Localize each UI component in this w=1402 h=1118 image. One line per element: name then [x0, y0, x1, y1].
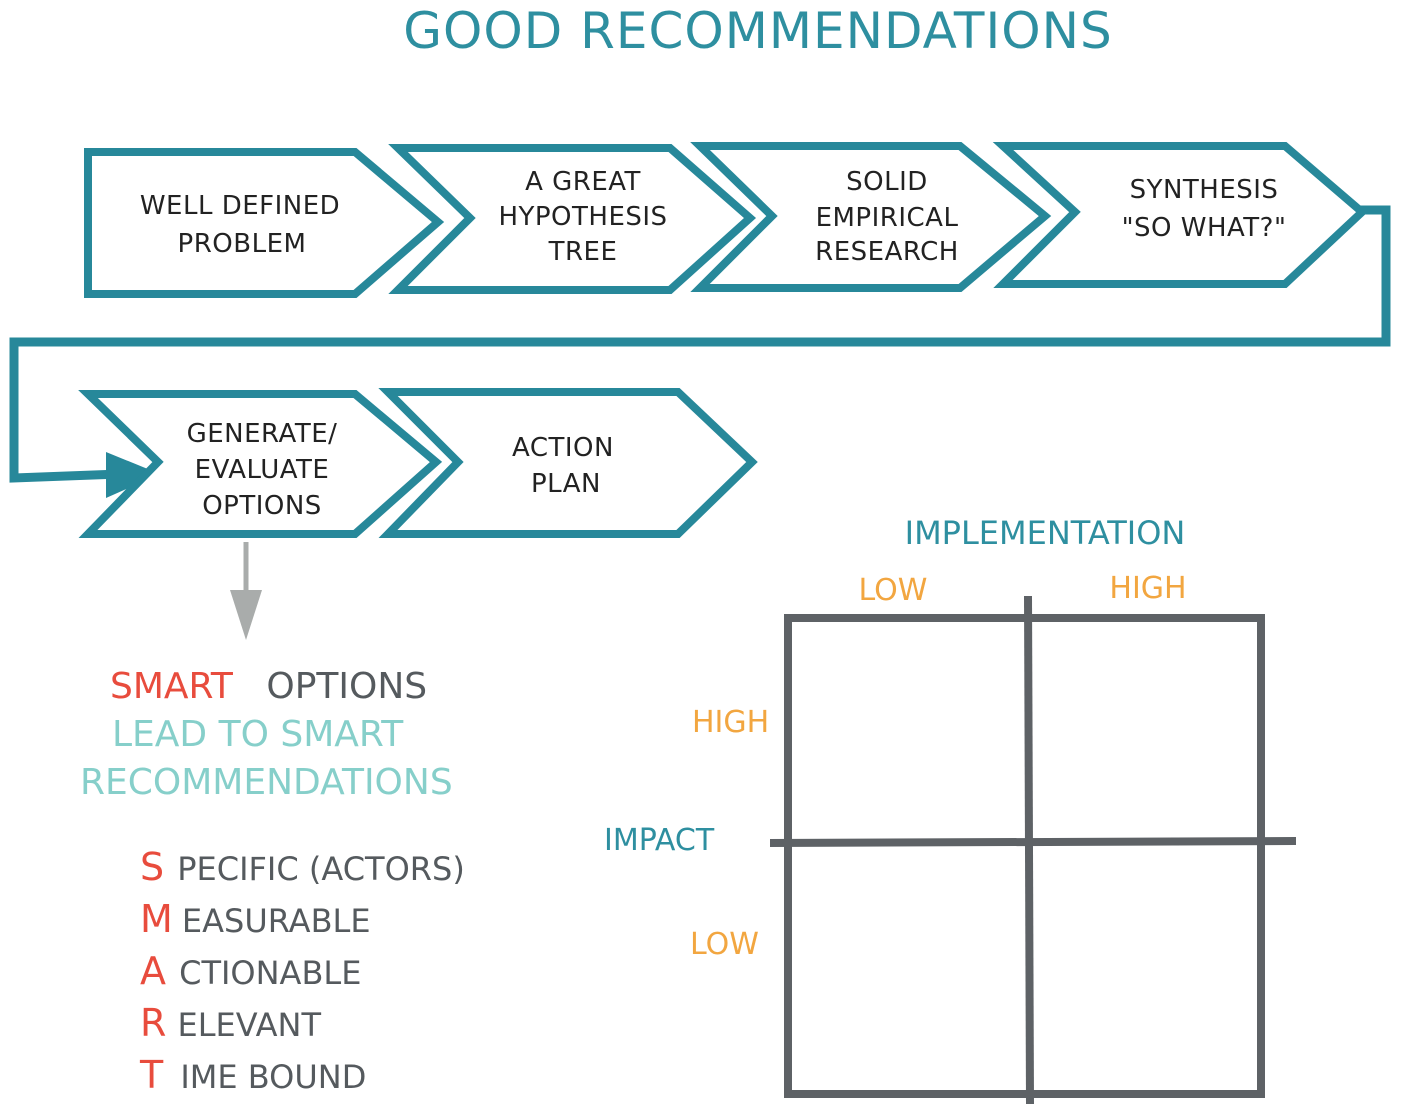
x-axis-title: IMPLEMENTATION — [905, 514, 1186, 552]
acronym-rest: ELEVANT — [178, 1006, 322, 1044]
process-row-1 — [84, 142, 1368, 298]
chevron-label-line: ACTION — [512, 433, 614, 463]
chevron-label-6: ACTION PLAN — [512, 433, 614, 499]
chevron-label-line: PLAN — [531, 469, 601, 499]
acronym-letter: A — [140, 949, 166, 993]
smart-word: SMART — [110, 666, 234, 707]
acronym-rest: EASURABLE — [182, 902, 371, 940]
chevron-label-3: SOLID EMPIRICAL RESEARCH — [815, 167, 959, 267]
chevron-label-line: GENERATE/ — [187, 419, 338, 449]
chevron-label-line: SOLID — [846, 167, 928, 197]
smart-note-line-2: LEAD TO SMART — [112, 714, 404, 755]
chevron-well-defined-problem — [84, 148, 445, 298]
smart-item-relevant: R ELEVANT — [140, 1001, 321, 1045]
smart-note-line-3: RECOMMENDATIONS — [80, 762, 453, 803]
chevron-hypothesis-tree — [388, 144, 757, 294]
acronym-rest: IME BOUND — [180, 1058, 366, 1096]
chevron-label-line: SYNTHESIS — [1130, 175, 1279, 205]
matrix-horizontal-divider — [769, 837, 1297, 847]
chevron-label-line: EMPIRICAL — [816, 203, 959, 233]
chevron-label-line: OPTIONS — [202, 491, 322, 521]
chevron-label-line: HYPOTHESIS — [498, 202, 667, 232]
acronym-letter: S — [140, 845, 164, 889]
y-axis-high-label: HIGH — [692, 705, 769, 740]
chevron-generate-options — [78, 390, 443, 538]
matrix-vertical-divider — [1024, 595, 1034, 1105]
y-axis-title: IMPACT — [604, 823, 715, 858]
chevron-action-plan — [378, 388, 758, 538]
process-row-2 — [78, 388, 758, 538]
chevron-synthesis — [992, 142, 1368, 288]
chevron-label-5: GENERATE/ EVALUATE OPTIONS — [187, 419, 338, 521]
smart-item-specific: S PECIFIC (ACTORS) — [140, 845, 465, 889]
smart-acronym-list: S PECIFIC (ACTORS) M EASURABLE A CTIONAB… — [139, 845, 465, 1097]
arrow-head-icon — [106, 452, 160, 498]
flow-connector — [9, 205, 1391, 498]
smart-note-line-1: SMART OPTIONS — [110, 666, 427, 707]
chevron-empirical-research — [690, 142, 1052, 292]
x-axis-low-label: LOW — [859, 573, 928, 608]
x-axis-high-label: HIGH — [1109, 571, 1186, 606]
chevron-label-line: RESEARCH — [815, 237, 959, 267]
acronym-rest: PECIFIC (ACTORS) — [177, 850, 465, 888]
chevron-label-line: PROBLEM — [178, 229, 307, 259]
chevron-label-line: "SO WHAT?" — [1122, 213, 1287, 243]
down-arrow-icon — [230, 542, 262, 640]
impact-implementation-matrix: IMPLEMENTATION LOW HIGH HIGH IMPACT LOW — [604, 514, 1297, 1105]
acronym-letter: R — [140, 1001, 166, 1045]
chevron-label-line: WELL DEFINED — [140, 191, 340, 221]
smart-item-time-bound: T IME BOUND — [139, 1053, 366, 1097]
chevron-label-line: EVALUATE — [195, 455, 330, 485]
chevron-label-2: A GREAT HYPOTHESIS TREE — [498, 167, 667, 267]
smart-item-measurable: M EASURABLE — [140, 897, 371, 941]
chevron-label-line: TREE — [548, 237, 618, 267]
options-word: OPTIONS — [266, 666, 427, 707]
chevron-label-line: A GREAT — [525, 167, 641, 197]
page-title: GOOD RECOMMENDATIONS — [403, 2, 1112, 60]
y-axis-low-label: LOW — [690, 927, 759, 962]
acronym-letter: M — [140, 897, 173, 941]
chevron-label-1: WELL DEFINED PROBLEM — [140, 191, 340, 259]
chevron-label-4: SYNTHESIS "SO WHAT?" — [1122, 175, 1287, 243]
acronym-letter: T — [139, 1053, 164, 1097]
acronym-rest: CTIONABLE — [179, 954, 361, 992]
smart-item-actionable: A CTIONABLE — [140, 949, 361, 993]
